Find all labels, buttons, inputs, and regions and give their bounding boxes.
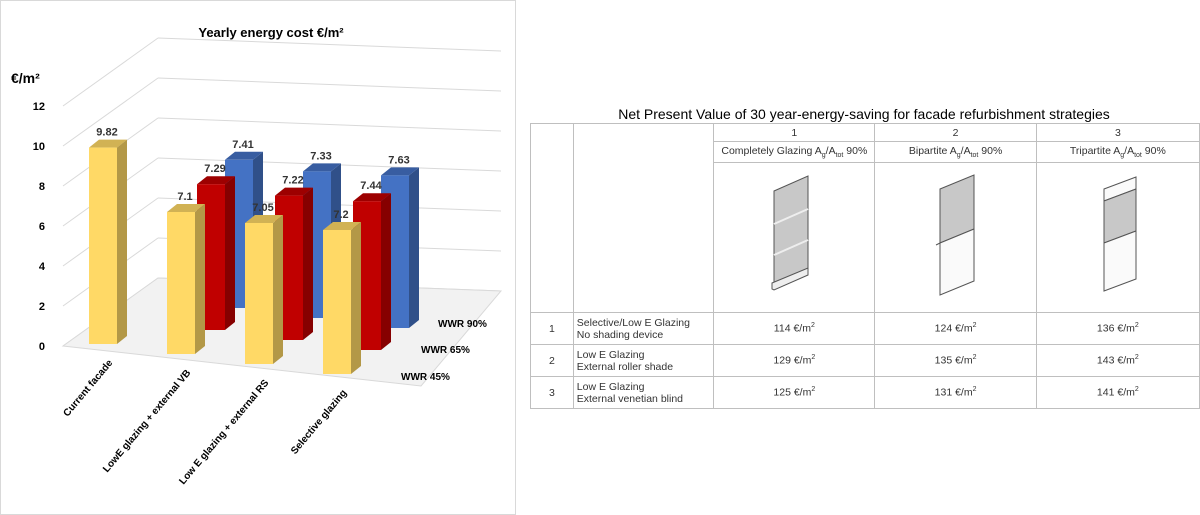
row-num: 3 xyxy=(530,376,574,409)
bar-side xyxy=(381,193,391,350)
npv-value: 125 €/m2 xyxy=(713,376,876,409)
npv-value: 114 €/m2 xyxy=(713,312,876,345)
bar-top xyxy=(225,151,263,160)
bar-side xyxy=(409,167,419,328)
facade-image-bipartite xyxy=(874,162,1037,313)
chart-panel: 0 2 4 6 8 10 12 Yearly energy cost €/m² €/m² 7.63… xyxy=(0,0,516,515)
npv-value: 124 €/m2 xyxy=(874,312,1037,345)
col-name: Completely Glazing Ag/Atot 90% xyxy=(713,141,876,163)
bar-top xyxy=(275,187,313,196)
bar-wwr-45- xyxy=(245,223,273,364)
bar-side xyxy=(351,222,361,374)
y-tick-label: 8 xyxy=(39,181,45,193)
npv-value: 129 €/m2 xyxy=(713,344,876,377)
data-label: 7.2 xyxy=(333,209,348,221)
bar-top xyxy=(353,193,391,202)
row-num: 2 xyxy=(530,344,574,377)
data-label: 7.33 xyxy=(310,150,331,162)
data-label: 7.44 xyxy=(360,180,382,192)
data-label: 9.82 xyxy=(96,127,117,139)
bar-side xyxy=(303,187,313,340)
bar-top xyxy=(323,222,361,230)
bar-wwr-45- xyxy=(89,147,117,344)
series-label: WWR 65% xyxy=(421,345,470,356)
category-label: Low E glazing + external RS xyxy=(177,378,271,487)
bar-wwr-45- xyxy=(167,212,195,354)
series-label: WWR 45% xyxy=(401,372,450,383)
gridline xyxy=(62,77,159,147)
col-name: Bipartite Ag/Atot 90% xyxy=(874,141,1037,163)
gridline xyxy=(157,77,502,92)
gridline xyxy=(157,117,502,132)
col-name: Tripartite Ag/Atot 90% xyxy=(1035,141,1200,163)
data-label: 7.29 xyxy=(204,163,225,175)
bar-top xyxy=(303,163,341,172)
bar-top xyxy=(89,139,127,148)
gridline-hidden xyxy=(63,1,158,146)
col-num: 1 xyxy=(713,123,876,142)
y-tick-label: 0 xyxy=(39,341,45,353)
gridline xyxy=(157,37,502,52)
bar-top xyxy=(167,204,205,212)
npv-value: 135 €/m2 xyxy=(874,344,1037,377)
bar-side xyxy=(225,176,235,330)
facade-image-tripartite xyxy=(1035,162,1200,313)
y-tick-label: 2 xyxy=(39,301,45,313)
table-row: 3 Low E Glazing External venetian blind 125… xyxy=(530,376,1200,409)
npv-value: 141 €/m2 xyxy=(1035,376,1200,409)
y-tick-label: 10 xyxy=(33,141,45,153)
table-row: 1 Selective/Low E Glazing No shading devic… xyxy=(530,312,1200,345)
category-label: Selective glazing xyxy=(289,388,349,457)
col-num: 2 xyxy=(874,123,1037,142)
data-label: 7.05 xyxy=(252,202,273,214)
row-strategy: Low E Glazing External roller shade xyxy=(572,344,715,377)
y-axis-label: €/m² xyxy=(11,70,40,86)
row-strategy: Low E Glazing External venetian blind xyxy=(572,376,715,409)
y-tick-label: 4 xyxy=(39,261,46,273)
bar-side xyxy=(195,204,205,354)
y-tick-label: 6 xyxy=(39,221,45,233)
gridline-hidden xyxy=(63,1,158,106)
data-label: 7.22 xyxy=(282,175,303,187)
npv-table: 1 2 3 Completely Glazing Ag/Atot 90% Bipa… xyxy=(530,123,1200,409)
bar-top xyxy=(197,176,235,185)
npv-value: 131 €/m2 xyxy=(874,376,1037,409)
npv-value: 136 €/m2 xyxy=(1035,312,1200,345)
table-row: 2 Low E Glazing External roller shade 129 €… xyxy=(530,344,1200,377)
category-label: LowE glazing + external VB xyxy=(101,368,193,475)
table-title: Net Present Value of 30 year-energy-savi… xyxy=(618,106,1110,122)
npv-value: 143 €/m2 xyxy=(1035,344,1200,377)
data-label: 7.41 xyxy=(232,139,253,151)
y-tick-label: 12 xyxy=(33,101,45,113)
data-label: 7.1 xyxy=(177,191,192,203)
row-num: 1 xyxy=(530,312,574,345)
gridline xyxy=(62,37,159,107)
empty-cell xyxy=(572,123,715,313)
bar-top xyxy=(381,167,419,176)
bar-side xyxy=(117,139,127,344)
bar-side xyxy=(273,215,283,364)
bar-chart-3d: 0 2 4 6 8 10 12 Yearly energy cost €/m² €/m² 7.63… xyxy=(11,1,503,487)
data-label: 7.63 xyxy=(388,154,409,166)
bar-top xyxy=(245,215,283,223)
col-num: 3 xyxy=(1035,123,1200,142)
empty-cell xyxy=(530,123,574,313)
facade-image-complete-glazing xyxy=(713,162,876,313)
chart-title: Yearly energy cost €/m² xyxy=(198,25,344,40)
category-label: Current facade xyxy=(62,358,116,419)
row-strategy: Selective/Low E Glazing No shading device xyxy=(572,312,715,345)
bar-wwr-45- xyxy=(323,230,351,374)
series-label: WWR 90% xyxy=(438,319,487,330)
